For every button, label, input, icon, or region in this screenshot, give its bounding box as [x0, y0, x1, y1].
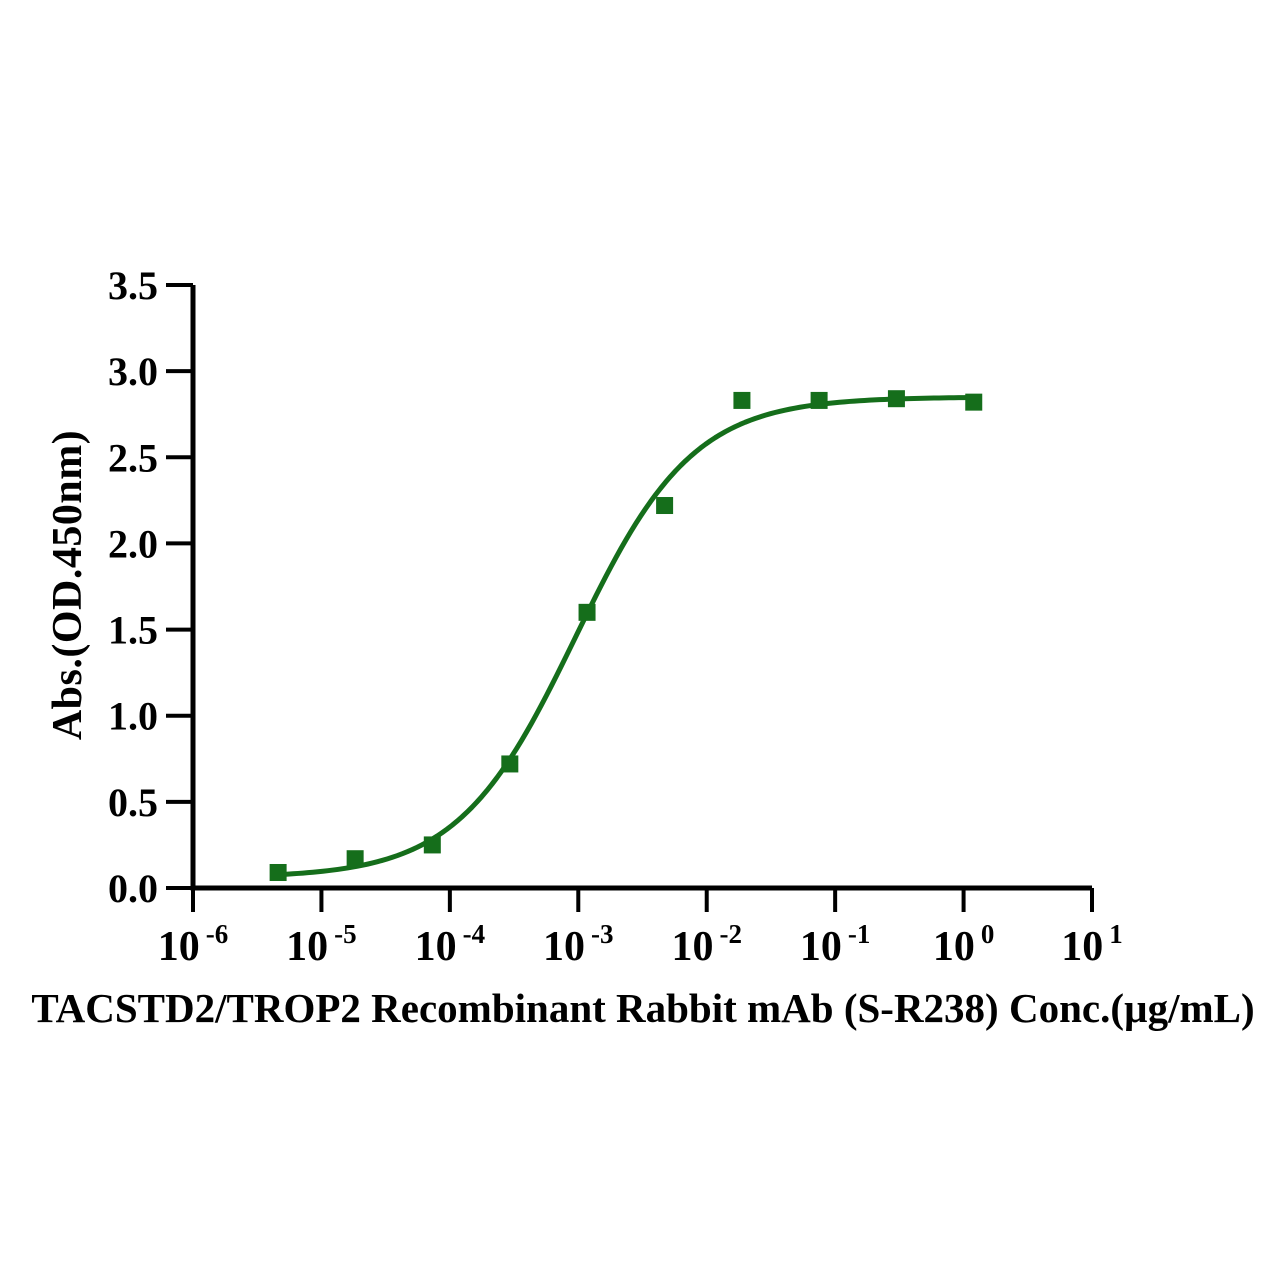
y-tick-label: 2.5: [108, 435, 158, 480]
data-point-marker: [501, 755, 519, 773]
y-tick-label: 3.0: [108, 349, 158, 394]
x-axis-title: TACSTD2/TROP2 Recombinant Rabbit mAb (S-…: [31, 985, 1255, 1031]
x-tick-label: 10 -6: [158, 919, 229, 970]
fit-curve: [275, 395, 977, 878]
x-tick-label: 10 -5: [286, 919, 357, 970]
x-tick-label: 10 0: [933, 919, 995, 970]
data-point-marker: [346, 850, 364, 868]
y-tick-label: 0.0: [108, 866, 158, 911]
x-tick-label: 10 -1: [800, 919, 871, 970]
data-point-marker: [810, 391, 828, 409]
data-point-marker: [656, 497, 674, 515]
y-tick-label: 3.5: [108, 263, 158, 308]
y-tick-label: 2.0: [108, 521, 158, 566]
data-point-marker: [887, 390, 905, 408]
x-tick-label: 10 -4: [415, 919, 486, 970]
y-axis-title: Abs.(OD.450nm): [45, 429, 91, 741]
data-point-marker: [423, 836, 441, 854]
x-tick-label: 10 1: [1061, 919, 1123, 970]
data-point-marker: [733, 391, 751, 409]
y-tick-label: 1.0: [108, 694, 158, 739]
x-tick-label: 10 -2: [671, 919, 742, 970]
data-point-marker: [965, 393, 983, 411]
y-tick-label: 1.5: [108, 608, 158, 653]
data-point-marker: [578, 603, 596, 621]
x-tick-label: 10 -3: [543, 919, 614, 970]
y-tick-label: 0.5: [108, 780, 158, 825]
data-point-marker: [269, 863, 287, 881]
